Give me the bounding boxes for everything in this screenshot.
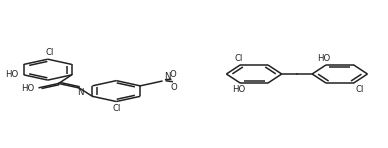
Text: N: N xyxy=(164,72,170,81)
Text: HO: HO xyxy=(21,84,35,93)
Text: O: O xyxy=(169,70,176,79)
Text: Cl: Cl xyxy=(355,85,364,94)
Text: HO: HO xyxy=(232,85,245,94)
Text: Cl: Cl xyxy=(234,54,242,63)
Text: HO: HO xyxy=(317,54,331,63)
Text: O: O xyxy=(171,83,177,92)
Text: Cl: Cl xyxy=(112,104,121,113)
Text: HO: HO xyxy=(5,70,18,79)
Text: N: N xyxy=(77,88,83,97)
Text: Cl: Cl xyxy=(45,48,54,57)
